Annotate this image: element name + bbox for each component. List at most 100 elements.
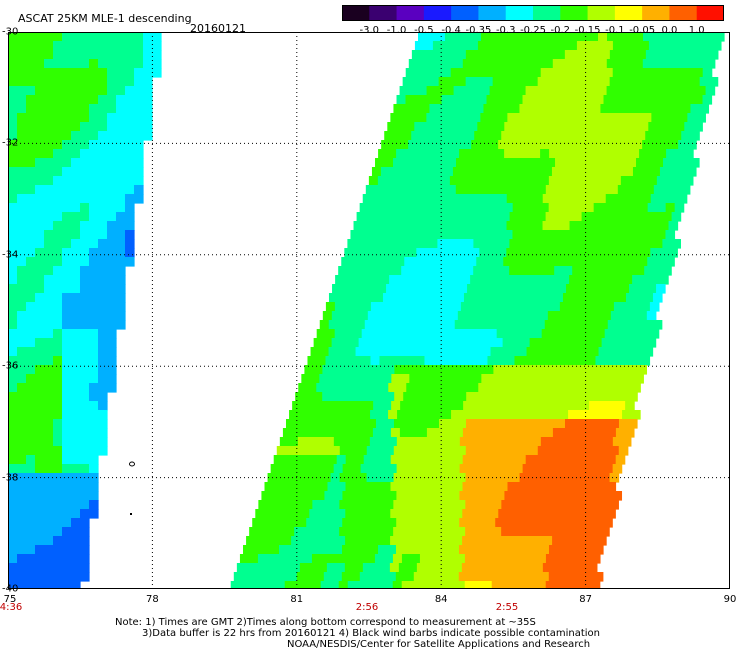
wind-cell <box>44 374 54 384</box>
wind-cell <box>451 356 462 366</box>
wind-cell <box>62 131 72 141</box>
wind-cell <box>62 230 72 240</box>
wind-cell <box>252 518 262 528</box>
wind-cell <box>53 419 63 429</box>
wind-cell <box>26 194 36 204</box>
wind-cell <box>609 446 620 456</box>
wind-cell <box>489 509 499 519</box>
wind-cell <box>107 131 117 141</box>
wind-cell <box>464 239 474 249</box>
wind-cell <box>321 527 331 537</box>
wind-cell <box>8 338 18 348</box>
wind-cell <box>582 527 592 537</box>
wind-cell <box>348 527 358 537</box>
wind-cell <box>379 383 389 393</box>
colorbar-tick-label: 1.0 <box>688 25 705 36</box>
wind-cell <box>352 356 363 366</box>
wind-cell <box>89 77 99 87</box>
wind-cell <box>643 293 654 303</box>
wind-cell <box>510 473 521 483</box>
wind-cell <box>491 212 502 222</box>
wind-cell <box>62 500 72 510</box>
wind-cell <box>440 230 451 240</box>
wind-cell <box>499 401 509 411</box>
wind-cell <box>575 572 586 582</box>
wind-cell <box>404 203 415 213</box>
wind-cell <box>432 545 442 555</box>
wind-cell <box>520 392 530 402</box>
wind-cell <box>386 572 397 582</box>
wind-cell <box>71 572 81 582</box>
wind-cell <box>26 284 36 294</box>
wind-cell <box>322 365 333 375</box>
wind-cell <box>339 500 349 510</box>
wind-cell <box>483 527 493 537</box>
wind-cell <box>577 356 588 366</box>
wind-cell <box>44 482 54 492</box>
wind-cell <box>558 545 568 555</box>
wind-cell <box>454 320 465 330</box>
wind-cell <box>571 32 581 42</box>
wind-cell <box>320 581 331 589</box>
wind-cell <box>513 95 524 105</box>
wind-cell <box>588 482 599 492</box>
wind-cell <box>449 284 459 294</box>
wind-cell <box>603 518 613 528</box>
wind-cell <box>71 329 81 339</box>
wind-cell <box>98 77 108 87</box>
wind-cell <box>542 275 552 285</box>
wind-cell <box>53 545 63 555</box>
wind-cell <box>417 140 427 150</box>
wind-cell <box>510 419 521 429</box>
wind-cell <box>279 464 290 474</box>
wind-cell <box>533 563 544 573</box>
wind-cell <box>568 329 579 339</box>
wind-cell <box>53 185 63 195</box>
wind-cell <box>369 518 379 528</box>
wind-cell <box>518 266 528 276</box>
wind-cell <box>71 338 81 348</box>
wind-cell <box>17 68 27 78</box>
wind-cell <box>690 131 700 141</box>
wind-cell <box>591 527 601 537</box>
wind-cell <box>668 221 679 231</box>
wind-cell <box>303 500 313 510</box>
wind-cell <box>398 248 408 258</box>
wind-cell <box>433 329 444 339</box>
wind-cell <box>469 410 479 420</box>
wind-cell <box>420 77 431 87</box>
wind-cell <box>484 365 495 375</box>
wind-cell <box>491 185 502 195</box>
wind-cell <box>586 410 596 420</box>
wind-cell <box>427 347 438 357</box>
colorbar-tick-label: -1.0 <box>386 25 407 36</box>
wind-cell <box>89 275 99 285</box>
wind-cell <box>35 518 45 528</box>
colorbar-tick-label: -0.3 <box>495 25 516 36</box>
wind-cell <box>285 446 296 456</box>
wind-cell <box>503 572 514 582</box>
wind-cell <box>17 338 27 348</box>
wind-cell <box>419 266 429 276</box>
wind-cell <box>426 509 436 519</box>
wind-cell <box>567 68 578 78</box>
wind-cell <box>355 320 366 330</box>
wind-cell <box>489 428 500 438</box>
wind-cell <box>448 311 459 321</box>
wind-cell <box>53 527 63 537</box>
wind-cell <box>273 455 284 465</box>
wind-cell <box>400 374 410 384</box>
wind-cell <box>550 410 560 420</box>
wind-cell <box>53 365 63 375</box>
wind-cell <box>513 122 523 132</box>
wind-cell <box>665 257 675 267</box>
wind-cell <box>17 95 27 105</box>
wind-cell <box>62 572 72 582</box>
wind-cell <box>44 140 54 150</box>
wind-cell <box>305 572 316 582</box>
wind-cell <box>435 536 445 546</box>
wind-cell <box>618 446 629 456</box>
wind-cell <box>62 239 72 249</box>
wind-cell <box>410 239 420 249</box>
wind-cell <box>549 95 560 105</box>
